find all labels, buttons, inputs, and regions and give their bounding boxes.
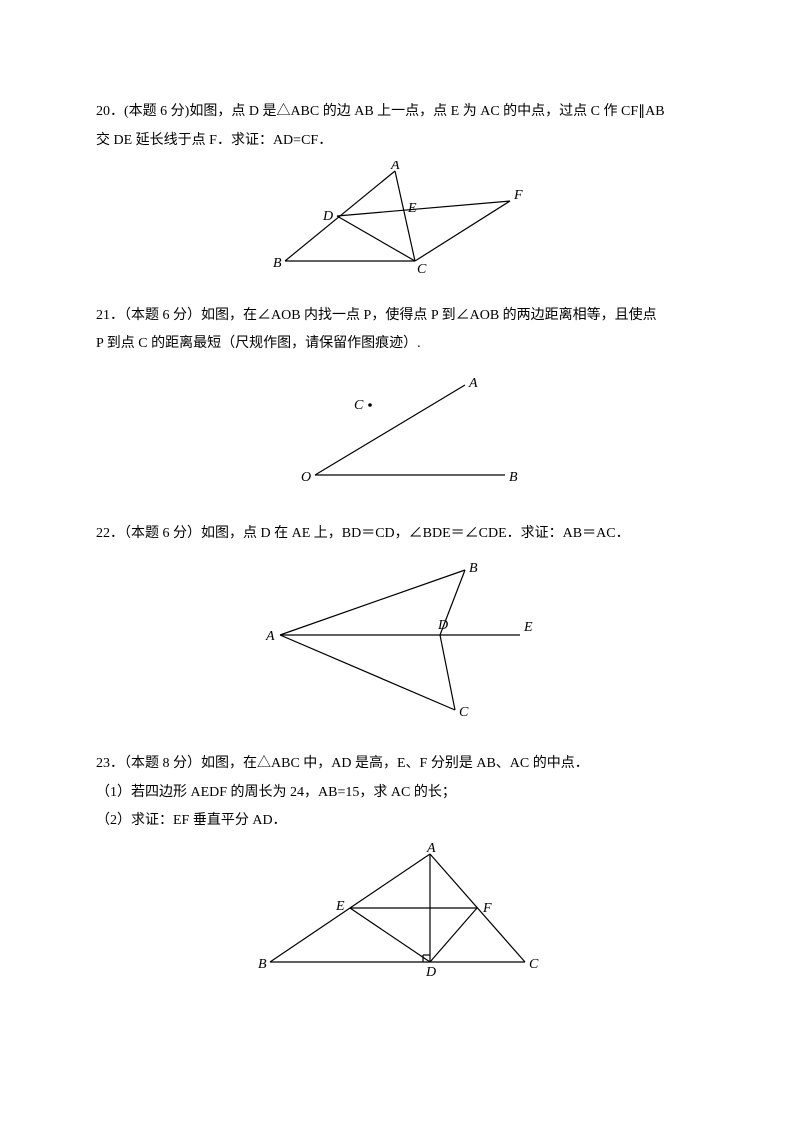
svg-text:C: C [529, 957, 539, 972]
triangle-bd-cd-diagram: A B C D E [260, 555, 540, 725]
problem-22-text-line1: 22．（本题 6 分）如图，点 D 在 AE 上，BD＝CD，∠BDE＝∠CDE… [96, 522, 704, 547]
svg-text:E: E [407, 201, 417, 216]
svg-text:O: O [301, 470, 311, 485]
problem-22-figure: A B C D E [96, 555, 704, 735]
svg-text:E: E [335, 899, 345, 914]
svg-text:E: E [523, 620, 533, 635]
problem-22-points: （本题 6 分） [124, 526, 201, 541]
problem-22: 22．（本题 6 分）如图，点 D 在 AE 上，BD＝CD，∠BDE＝∠CDE… [96, 522, 704, 734]
problem-23-sub1: （1）若四边形 AEDF 的周长为 24，AB=15，求 AC 的长； [96, 781, 704, 806]
problem-21-number: 21． [96, 308, 124, 323]
problem-23-figure: A B C D E F [96, 842, 704, 987]
svg-text:C: C [354, 398, 364, 413]
svg-text:C: C [417, 262, 427, 276]
problem-23-number: 23． [96, 756, 124, 771]
problem-21-points: （本题 6 分） [124, 308, 201, 323]
svg-text:A: A [426, 842, 436, 856]
problem-20-body-line1: 如图，点 D 是△ABC 的边 AB 上一点，点 E 为 AC 的中点，过点 C… [189, 104, 664, 119]
svg-text:C: C [459, 705, 469, 720]
angle-aob-diagram: O A B C [275, 365, 525, 495]
svg-text:D: D [437, 618, 448, 633]
problem-20-number: 20． [96, 104, 124, 119]
problem-21-text-line2: P 到点 C 的距离最短（尺规作图，请保留作图痕迹）. [96, 332, 704, 357]
problem-20-points: (本题 6 分) [124, 104, 189, 119]
problem-23-text-line1: 23．（本题 8 分）如图，在△ABC 中，AD 是高，E、F 分别是 AB、A… [96, 752, 704, 777]
problem-20: 20．(本题 6 分)如图，点 D 是△ABC 的边 AB 上一点，点 E 为 … [96, 100, 704, 286]
svg-text:F: F [513, 188, 523, 203]
problem-21-body-line1: 如图，在∠AOB 内找一点 P，使得点 P 到∠AOB 的两边距离相等，且使点 [201, 308, 657, 323]
svg-text:A: A [265, 629, 275, 644]
svg-text:B: B [469, 561, 478, 576]
svg-text:F: F [482, 901, 492, 916]
problem-22-body-line1: 如图，点 D 在 AE 上，BD＝CD，∠BDE＝∠CDE．求证：AB＝AC． [201, 526, 630, 541]
svg-text:B: B [273, 256, 282, 271]
triangle-altitude-diagram: A B C D E F [255, 842, 545, 977]
svg-text:D: D [425, 965, 436, 977]
problem-21-figure: O A B C [96, 365, 704, 505]
problem-23-sub2: （2）求证：EF 垂直平分 AD． [96, 809, 704, 834]
svg-text:D: D [322, 209, 333, 224]
problem-23-points: （本题 8 分） [124, 756, 201, 771]
problem-23-body-line1: 如图，在△ABC 中，AD 是高，E、F 分别是 AB、AC 的中点． [201, 756, 589, 771]
svg-text:B: B [258, 957, 267, 972]
problem-21: 21．（本题 6 分）如图，在∠AOB 内找一点 P，使得点 P 到∠AOB 的… [96, 304, 704, 505]
problem-22-number: 22． [96, 526, 124, 541]
problem-23: 23．（本题 8 分）如图，在△ABC 中，AD 是高，E、F 分别是 AB、A… [96, 752, 704, 986]
triangle-abc-diagram: A B C D E F [265, 161, 535, 276]
problem-20-text-line1: 20．(本题 6 分)如图，点 D 是△ABC 的边 AB 上一点，点 E 为 … [96, 100, 704, 125]
svg-text:A: A [390, 161, 400, 173]
problem-21-text-line1: 21．（本题 6 分）如图，在∠AOB 内找一点 P，使得点 P 到∠AOB 的… [96, 304, 704, 329]
svg-text:B: B [509, 470, 518, 485]
problem-20-figure: A B C D E F [96, 161, 704, 286]
problem-20-text-line2: 交 DE 延长线于点 F．求证：AD=CF． [96, 129, 704, 154]
svg-text:A: A [468, 376, 478, 391]
